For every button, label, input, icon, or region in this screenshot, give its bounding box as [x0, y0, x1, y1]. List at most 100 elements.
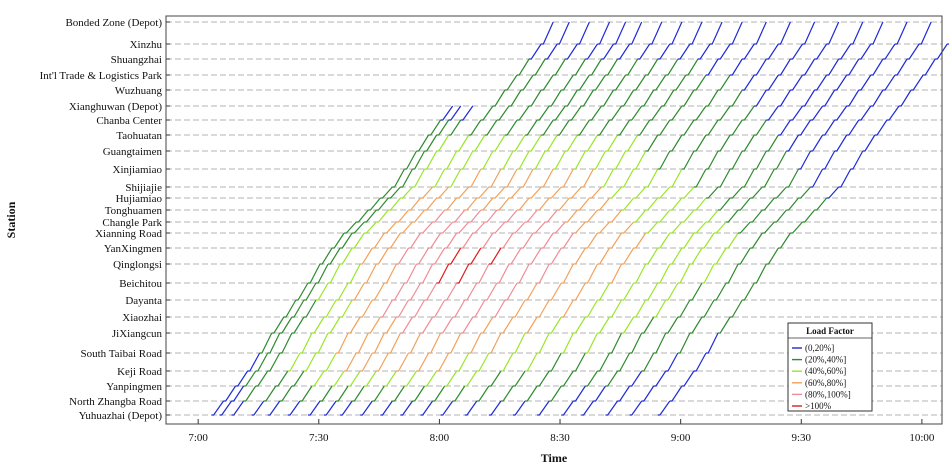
train-segment: [705, 89, 719, 107]
train-segment: [677, 299, 691, 318]
station-label: Wuzhuang: [115, 85, 163, 97]
train-segment: [637, 43, 651, 60]
train-line: [440, 21, 743, 416]
train-segment: [420, 400, 434, 416]
station-label: Taohuatan: [116, 130, 162, 142]
train-segment: [428, 332, 442, 354]
train-segment: [657, 209, 671, 223]
train-segment: [299, 332, 313, 354]
train-segment: [541, 168, 554, 188]
train-segment: [211, 400, 224, 416]
train-segment: [537, 299, 550, 318]
train-segment: [754, 58, 767, 76]
train-segment: [348, 316, 361, 334]
train-segment: [633, 186, 647, 199]
train-segment: [533, 221, 546, 234]
train-segment: [372, 232, 385, 249]
train-segment: [585, 232, 598, 249]
train-line: [231, 105, 474, 416]
train-segment: [364, 221, 377, 234]
train-segment: [517, 150, 530, 170]
train-segment: [436, 263, 450, 284]
train-segment: [328, 247, 341, 265]
train-segment: [565, 209, 578, 223]
legend: Load Factor (0,20%] (20%,40%](40%,60%] (60…: [787, 322, 873, 412]
train-segment: [754, 263, 767, 284]
train-segment: [412, 150, 426, 170]
train-segment: [472, 221, 486, 234]
train-line: [219, 105, 462, 416]
train-segment: [416, 352, 430, 372]
train-segment: [456, 186, 470, 199]
train-segment: [315, 332, 329, 354]
train-segment: [279, 332, 293, 354]
train-segment: [766, 134, 779, 152]
train-segment: [802, 209, 816, 223]
train-segment: [726, 209, 739, 223]
station-label: Xianghuwan (Depot): [69, 101, 163, 113]
train-segment: [790, 221, 803, 234]
train-segment: [573, 316, 586, 334]
train-segment: [400, 168, 413, 188]
legend-label: (60%,80%]: [805, 378, 846, 388]
train-segment: [790, 43, 803, 60]
train-segment: [802, 89, 816, 107]
train-segment: [533, 150, 546, 170]
train-line: [324, 21, 627, 416]
train-segment: [593, 150, 606, 170]
train-segment: [484, 119, 498, 136]
train-segment: [255, 352, 269, 372]
train-line: [605, 21, 908, 416]
train-segment: [677, 263, 691, 284]
train-segment: [565, 43, 578, 60]
train-segment: [263, 385, 277, 402]
train-segment: [714, 247, 727, 265]
train-segment: [633, 74, 647, 91]
train-segment: [512, 221, 526, 234]
train-line: [267, 21, 570, 416]
train-segment: [356, 209, 369, 223]
train-segment: [742, 43, 755, 60]
train-segment: [340, 299, 353, 318]
train-segment: [718, 43, 731, 60]
train-segment: [882, 43, 896, 60]
train-segment: [456, 352, 470, 372]
train-segment: [504, 168, 518, 188]
train-segment: [484, 282, 498, 301]
train-segment: [424, 134, 438, 152]
legend-label: (40%,60%]: [805, 366, 846, 376]
train-segment: [673, 74, 687, 91]
train-segment: [613, 21, 627, 45]
train-segment: [464, 282, 478, 301]
train-segment: [581, 89, 594, 107]
station-label: Yuhuazhai (Depot): [79, 410, 163, 422]
train-segment: [766, 247, 779, 265]
y-axis-title: Station: [4, 201, 18, 238]
train-segment: [452, 299, 466, 318]
train-segment: [653, 370, 667, 387]
train-segment: [428, 119, 442, 136]
train-segment: [448, 332, 462, 354]
train-segment: [645, 197, 659, 211]
train-segment: [525, 282, 538, 301]
train-segment: [605, 134, 619, 152]
train-segment: [380, 299, 393, 318]
train-segment: [810, 168, 824, 188]
train-line: [251, 21, 554, 416]
train-segment: [693, 105, 707, 121]
train-segment: [850, 21, 864, 45]
train-segment: [352, 385, 365, 402]
train-segment: [597, 221, 610, 234]
train-segment: [701, 232, 715, 249]
train-segment: [613, 74, 627, 91]
train-segment: [408, 232, 422, 249]
train-segment: [645, 247, 659, 265]
train-segment: [464, 197, 478, 211]
train-segment: [376, 209, 389, 223]
train-line: [287, 21, 590, 416]
train-segment: [561, 370, 574, 387]
train-segment: [814, 197, 828, 211]
train-segment: [585, 370, 598, 387]
train-segment: [400, 400, 413, 416]
train-segment: [601, 168, 615, 188]
